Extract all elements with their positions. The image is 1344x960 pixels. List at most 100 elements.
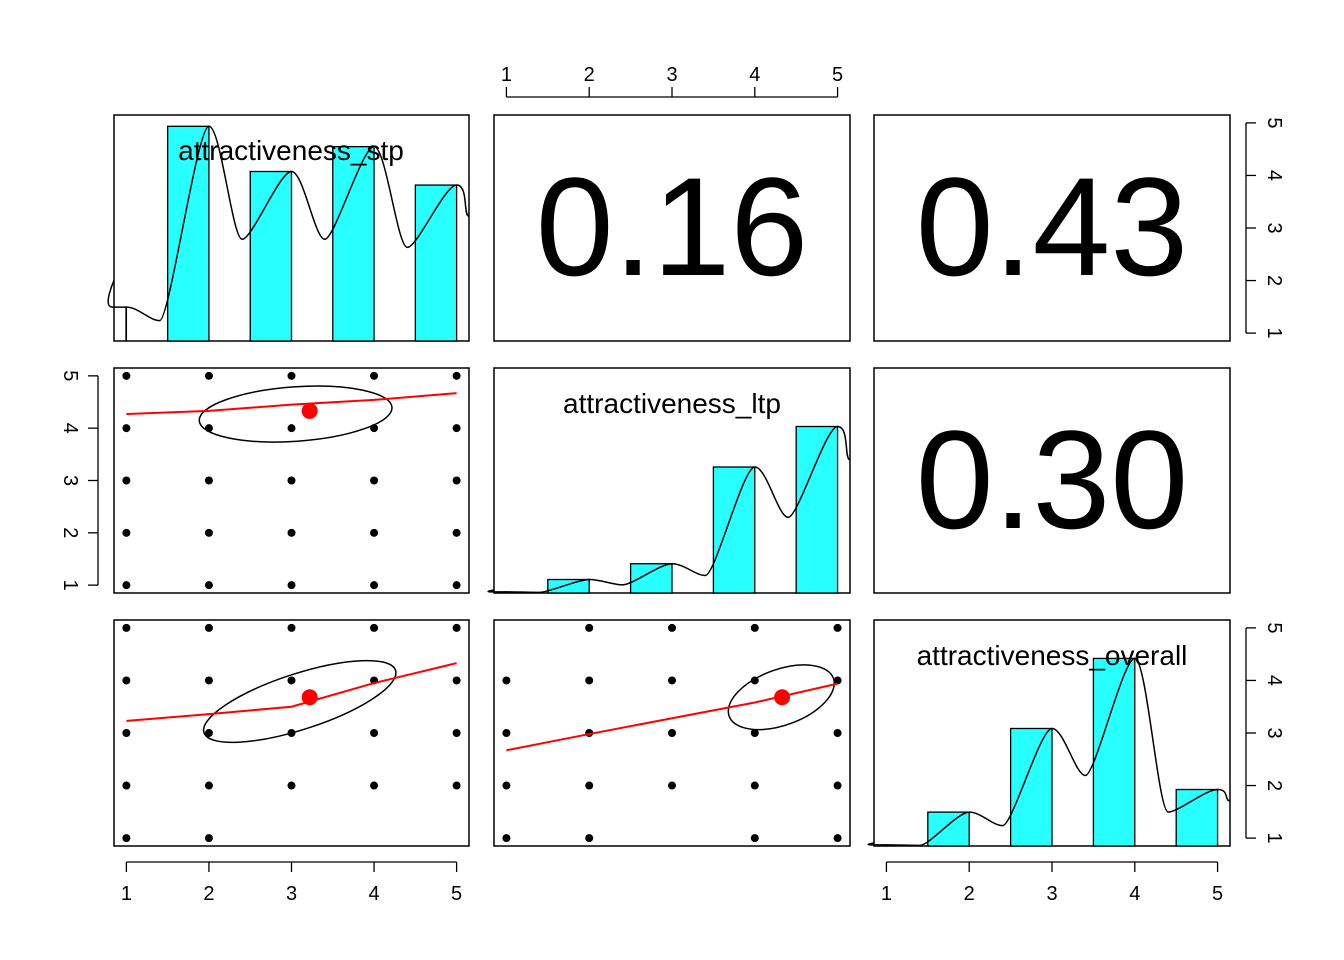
scatter-point [287,623,296,632]
diag-title-ltp: attractiveness_ltp [563,388,781,419]
loess-fit-line [126,392,457,416]
scatter-attractiveness_stp-vs-attractiveness_ltp [122,371,461,590]
scatter-point [452,623,461,632]
histogram-attractiveness_ltp [487,425,851,594]
scatter-point [287,476,296,485]
mean-point [301,402,318,419]
axis-tick-label: 1 [59,580,81,591]
density-curve [107,125,470,322]
axis-tick-label: 4 [1263,170,1285,181]
corr-label-stp-overall: 0.43 [916,148,1188,305]
histogram-bar [547,578,590,594]
scatter-point [122,781,131,790]
panels-layer [107,114,1231,847]
panel-box-r3-c1 [113,619,470,847]
mean-point [774,689,791,706]
diag-title-overall: attractiveness_overall [917,640,1188,671]
scatter-point [370,528,379,537]
scatter-point [833,781,842,790]
panel-box-r2-c1 [113,367,470,594]
scatter-point [750,623,759,632]
axis-tick-label: 3 [286,883,297,905]
panel-box-r1-c3 [873,114,1231,342]
scatter-point [287,528,296,537]
right-axis-row1: 1 2 3 4 5 [1245,117,1285,339]
scatter-point [122,424,131,433]
corr-label-stp-ltp: 0.16 [536,148,808,305]
scatter-point [204,371,213,380]
scatter-point [452,424,461,433]
axes-layer: 1 2 3 4 5 1 2 3 4 5 1 2 3 4 5 1 2 3 4 5 1 2 3 4 5 1 2 3 4 5 [59,64,1285,905]
axis-tick-label: 1 [1263,328,1285,339]
axis-tick-label: 4 [368,883,379,905]
correlation-ellipse [727,664,836,731]
scatter-point [122,476,131,485]
axis-tick-label: 2 [59,527,81,538]
scatter-point [370,371,379,380]
axis-tick-label: 2 [1263,275,1285,286]
histogram-bar [1092,657,1136,847]
scatter-attractiveness_ltp-vs-attractiveness_overall [502,623,842,843]
scatter-point [668,676,676,685]
axis-tick-label: 4 [1129,883,1140,905]
density-curve [867,657,1231,847]
histogram-bar [1009,727,1053,847]
scatter-point [452,371,461,380]
scatter-point [287,371,296,380]
scatter-point [585,834,594,843]
scatter-point [668,781,676,790]
axis-tick-label: 3 [1263,222,1285,233]
scatter-point [750,781,759,790]
scatter-point [452,528,461,537]
left-axis-row2: 1 2 3 4 5 [59,370,99,591]
scatter-point [122,623,131,632]
loess-fit-line [126,662,457,722]
scatter-point [750,729,759,737]
scatter-point [833,676,842,685]
scatter-point [452,729,461,737]
axis-tick-label: 3 [1263,727,1285,738]
scatter-point [502,834,511,843]
scatter-point [370,581,379,590]
panel-box-r2-c3 [873,367,1231,594]
axis-tick-label: 5 [832,64,843,86]
scatter-point [452,581,461,590]
scatter-point [122,729,131,737]
scatter-point [287,581,296,590]
axis-tick-label: 3 [59,475,81,486]
density-curve [487,425,851,594]
scatter-point [287,676,296,685]
scatter-point [668,729,676,737]
axis-tick-label: 1 [501,64,512,86]
scatter-point [204,729,213,737]
scatter-point [585,781,594,790]
correlation-ellipse [198,385,393,443]
scatter-point [750,834,759,843]
histogram-bar [249,170,293,342]
histogram-bar [332,145,375,342]
scatter-point [204,623,213,632]
scatter-point [502,729,511,737]
axis-tick-label: 2 [584,64,595,86]
scatter-point [204,834,213,843]
correlation-ellipse [202,659,397,744]
scatter-point [833,623,842,632]
axis-tick-label: 3 [666,64,677,86]
scatter-attractiveness_stp-vs-attractiveness_overall [122,623,461,843]
scatter-point [370,476,379,485]
histogram-bar [712,466,756,594]
panel-box-r3-c2 [493,619,851,847]
axis-tick-label: 3 [1046,883,1057,905]
histogram-attractiveness_stp [107,125,470,342]
scatter-point [833,729,842,737]
top-axis-col2: 1 2 3 4 5 [501,64,843,98]
axis-tick-label: 5 [451,883,462,905]
right-axis-row3: 1 2 3 4 5 [1245,622,1285,844]
scatter-point [585,676,594,685]
scatter-point [668,623,676,632]
axis-tick-label: 1 [121,883,132,905]
scatter-point [204,476,213,485]
axis-tick-label: 5 [1212,883,1223,905]
scatter-point [287,424,296,433]
mean-point [301,689,318,706]
